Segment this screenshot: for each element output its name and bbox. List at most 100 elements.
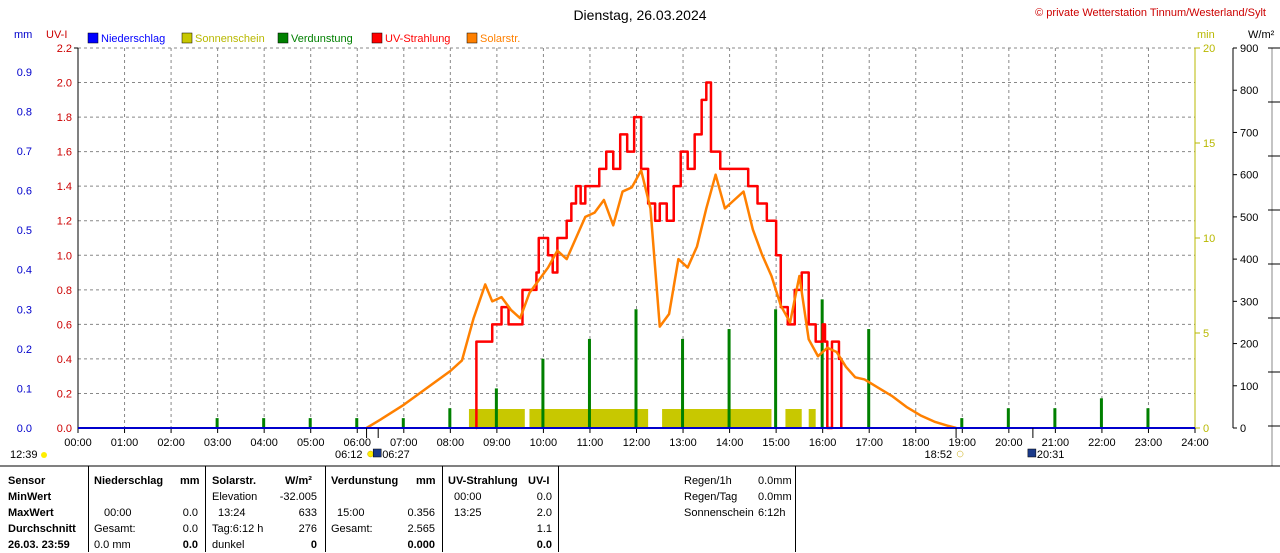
tick-label-uv: 2.0 [57, 78, 72, 90]
tick-label-mm: 0.9 [17, 67, 32, 79]
rain-max-value: 0.0 [182, 507, 198, 519]
rain-hour-label: Regen/1h [684, 475, 732, 487]
x-tick-label: 16:00 [809, 437, 837, 449]
tick-label-wm2: 900 [1240, 43, 1258, 55]
table-unit-solar: W/m² [285, 475, 312, 487]
solar-max-time: 13:24 [218, 507, 246, 519]
x-tick-label: 07:00 [390, 437, 418, 449]
tick-label-uv: 0.2 [57, 388, 72, 400]
tick-label-wm2: 600 [1240, 170, 1258, 182]
civil-dawn-label: 06:27 [382, 449, 410, 461]
x-tick-label: 06:00 [343, 437, 371, 449]
x-tick-label: 12:00 [623, 437, 651, 449]
legend-label: UV-Strahlung [385, 33, 450, 45]
tick-label-uv: 1.8 [57, 112, 72, 124]
table-unit-rain: mm [180, 475, 200, 487]
x-tick-label: 19:00 [949, 437, 977, 449]
tick-label-min: 20 [1203, 43, 1215, 55]
x-tick-label: 11:00 [577, 437, 604, 449]
chart-lines [365, 81, 957, 430]
solar-current-value: 0 [310, 539, 317, 551]
tick-label-uv: 0.8 [57, 285, 72, 297]
table-header-sensor: Sensor [8, 475, 46, 487]
sunset-icon [956, 450, 964, 458]
legend-label: Verdunstung [291, 33, 353, 45]
x-tick-label: 17:00 [855, 437, 883, 449]
evaporation-bar [541, 358, 545, 428]
x-tick-label: 02:00 [157, 437, 185, 449]
tick-label-mm: 0.5 [17, 225, 32, 237]
tick-label-mm: 0.2 [17, 344, 32, 356]
evap-total-value: 2.565 [407, 523, 435, 535]
x-tick-label: 01:00 [111, 437, 139, 449]
tick-label-uv: 0.6 [57, 319, 72, 331]
solar-state-label: dunkel [212, 539, 245, 551]
legend-label: Sonnenschein [195, 33, 265, 45]
uv-max-value: 2.0 [536, 507, 552, 519]
solar-daylength-label: Tag:6:12 h [212, 523, 264, 535]
plot-frame [0, 47, 1280, 467]
tick-label-min: 5 [1203, 328, 1209, 340]
evaporation-bar [1146, 408, 1150, 428]
evaporation-bar [308, 418, 312, 428]
left-axis-unit-mm: mm [14, 29, 32, 41]
x-tick-label: 22:00 [1088, 437, 1116, 449]
tick-label-min: 15 [1203, 138, 1215, 150]
uv-max-time: 13:25 [454, 507, 482, 519]
x-tick-label: 05:00 [297, 437, 325, 449]
x-tick-label: 04:00 [250, 437, 278, 449]
legend-swatch [466, 32, 478, 44]
chart-title: Dienstag, 26.03.2024 [573, 7, 706, 23]
tick-label-mm: 0.8 [17, 106, 32, 118]
sunshine-bar [785, 409, 802, 428]
axis-ticks: 0.0 0.1 0.2 0.3 0.4 0.5 0.6 0.7 0.8 0.9 0.0 0.2 0.4 0… [17, 43, 1280, 466]
legend-label: Niederschlag [101, 33, 165, 45]
x-tick-label: 14:00 [716, 437, 744, 449]
chart-bars [215, 299, 1150, 428]
rain-current-value: 0.0 [182, 539, 198, 551]
evaporation-bar [262, 418, 266, 428]
sunset-label: 18:52 [925, 449, 953, 461]
tick-label-mm: 0.4 [17, 265, 32, 277]
solar-avg-value: 276 [298, 523, 317, 535]
dusk-icon [1027, 448, 1037, 458]
copyright-label: © private Wetterstation Tinnum/Westerlan… [1035, 7, 1266, 19]
sunshine-value: 6:12h [758, 507, 786, 519]
table-header-rain: Niederschlag [94, 475, 164, 487]
legend: Niederschlag Sonnenschein Verdunstung UV-St… [87, 32, 520, 45]
evap-max-value: 0.356 [407, 507, 435, 519]
rain-total-label: Gesamt: [94, 523, 136, 535]
x-tick-label: 10:00 [530, 437, 558, 449]
solar-elevation-label: Elevation [212, 491, 258, 503]
tick-label-wm2: 300 [1240, 296, 1258, 308]
right-axis-unit-wm2: W/m² [1248, 29, 1275, 41]
tick-label-mm: 0.3 [17, 304, 32, 316]
tick-label-uv: 0.4 [57, 354, 72, 366]
rain-day-value: 0.0mm [758, 491, 792, 503]
table-header-uv: UV-Strahlung [448, 475, 518, 487]
dawn-icon [372, 448, 382, 458]
sunrise-icon [367, 450, 374, 458]
x-tick-label: 23:00 [1135, 437, 1163, 449]
evap-current-value: 0.000 [407, 539, 435, 551]
x-tick-label: 03:00 [204, 437, 232, 449]
uv-min-value: 0.0 [536, 491, 552, 503]
tick-label-uv: 1.4 [57, 181, 72, 193]
tick-label-wm2: 400 [1240, 254, 1258, 266]
evaporation-bar [1099, 398, 1103, 428]
tick-label-uv: 1.0 [57, 250, 72, 262]
sunrise-label: 06:12 [335, 449, 363, 461]
evaporation-bar [867, 329, 871, 428]
rain-total-value: 0.0 [182, 523, 198, 535]
evaporation-bar [215, 418, 219, 428]
evaporation-bar [401, 418, 405, 428]
tick-label-uv: 0.0 [57, 423, 72, 435]
tick-label-wm2: 0 [1240, 423, 1246, 435]
evaporation-bar [494, 388, 498, 428]
sunshine-bar [808, 409, 816, 428]
uv-avg-value: 1.1 [536, 523, 552, 535]
evaporation-bar [774, 309, 778, 428]
sunshine-bar [662, 409, 772, 428]
x-tick-label: 20:00 [995, 437, 1023, 449]
